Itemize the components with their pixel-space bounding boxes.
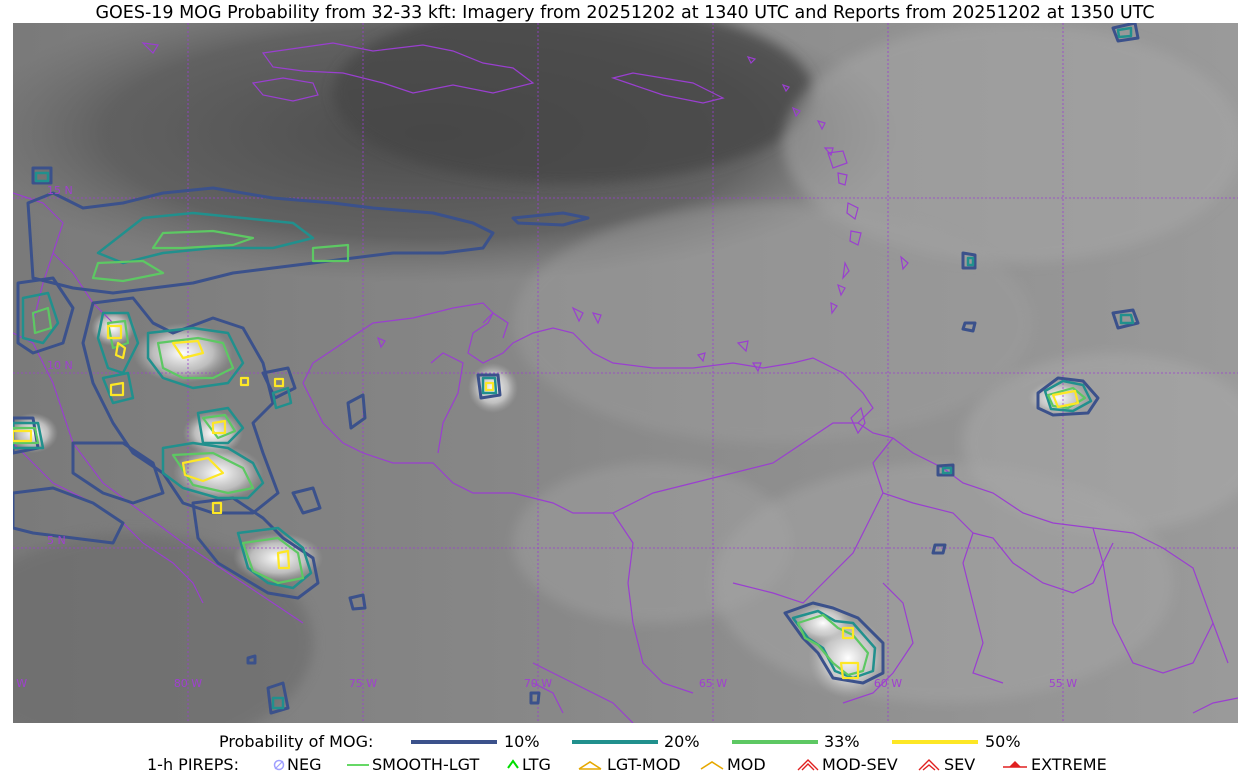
sev-label: SEV: [944, 755, 976, 774]
lon-label-85w: 85 W: [13, 677, 27, 690]
lgt-mod-label: LGT-MOD: [607, 755, 681, 774]
smooth-lgt-icon: [347, 764, 369, 766]
lon-label-80w: 80 W: [174, 677, 202, 690]
prob-10-label: 10%: [504, 732, 540, 751]
grid-labels: 85 W 80 W 75 W 70 W 65 W 60 W 55 W 15 N …: [13, 184, 1077, 690]
contours-20-percent: [13, 26, 1135, 710]
ltg-label: LTG: [522, 755, 551, 774]
lat-lon-grid: [13, 23, 1238, 723]
ltg-icon: [507, 759, 519, 769]
neg-label: NEG: [287, 755, 322, 774]
prob-10-swatch: [411, 740, 497, 744]
lgt-mod-icon: [578, 761, 602, 770]
mod-label: MOD: [727, 755, 766, 774]
smooth-lgt-label: SMOOTH-LGT: [372, 755, 480, 774]
probability-legend: Probability of MOG: 10% 20% 33% 50%: [0, 731, 1250, 753]
prob-50-swatch: [892, 740, 978, 744]
page-title: GOES-19 MOG Probability from 32-33 kft: …: [95, 3, 1155, 23]
probability-legend-label: Probability of MOG:: [219, 732, 374, 751]
lat-label-10n: 10 N: [47, 359, 73, 372]
extreme-icon: [1003, 761, 1027, 768]
pireps-legend-label: 1-h PIREPS:: [147, 755, 239, 774]
mod-icon: [700, 761, 724, 770]
prob-33-label: 33%: [824, 732, 860, 751]
lon-label-70w: 70 W: [524, 677, 552, 690]
lon-label-75w: 75 W: [349, 677, 377, 690]
mod-sev-label: MOD-SEV: [822, 755, 898, 774]
prob-50-label: 50%: [985, 732, 1021, 751]
contours-50-percent: [13, 324, 1080, 680]
mod-sev-icon: [797, 759, 819, 771]
lat-label-5n: 5 N: [47, 534, 66, 547]
lat-label-15n: 15 N: [47, 184, 73, 197]
mog-probability-contours: [13, 23, 1140, 715]
lon-label-65w: 65 W: [699, 677, 727, 690]
neg-icon: [273, 759, 285, 771]
pireps-legend: 1-h PIREPS: NEG SMOOTH-LGT LTG LGT-MOD M…: [0, 754, 1250, 776]
lon-label-60w: 60 W: [874, 677, 902, 690]
contours-33-percent: [13, 229, 1087, 677]
coastlines-and-borders: [13, 42, 1238, 723]
lon-label-55w: 55 W: [1049, 677, 1077, 690]
sev-icon: [918, 759, 940, 771]
prob-20-label: 20%: [664, 732, 700, 751]
extreme-label: EXTREME: [1031, 755, 1107, 774]
prob-20-swatch: [572, 740, 658, 744]
prob-33-swatch: [732, 740, 818, 744]
satellite-map[interactable]: 85 W 80 W 75 W 70 W 65 W 60 W 55 W 15 N …: [13, 23, 1238, 723]
